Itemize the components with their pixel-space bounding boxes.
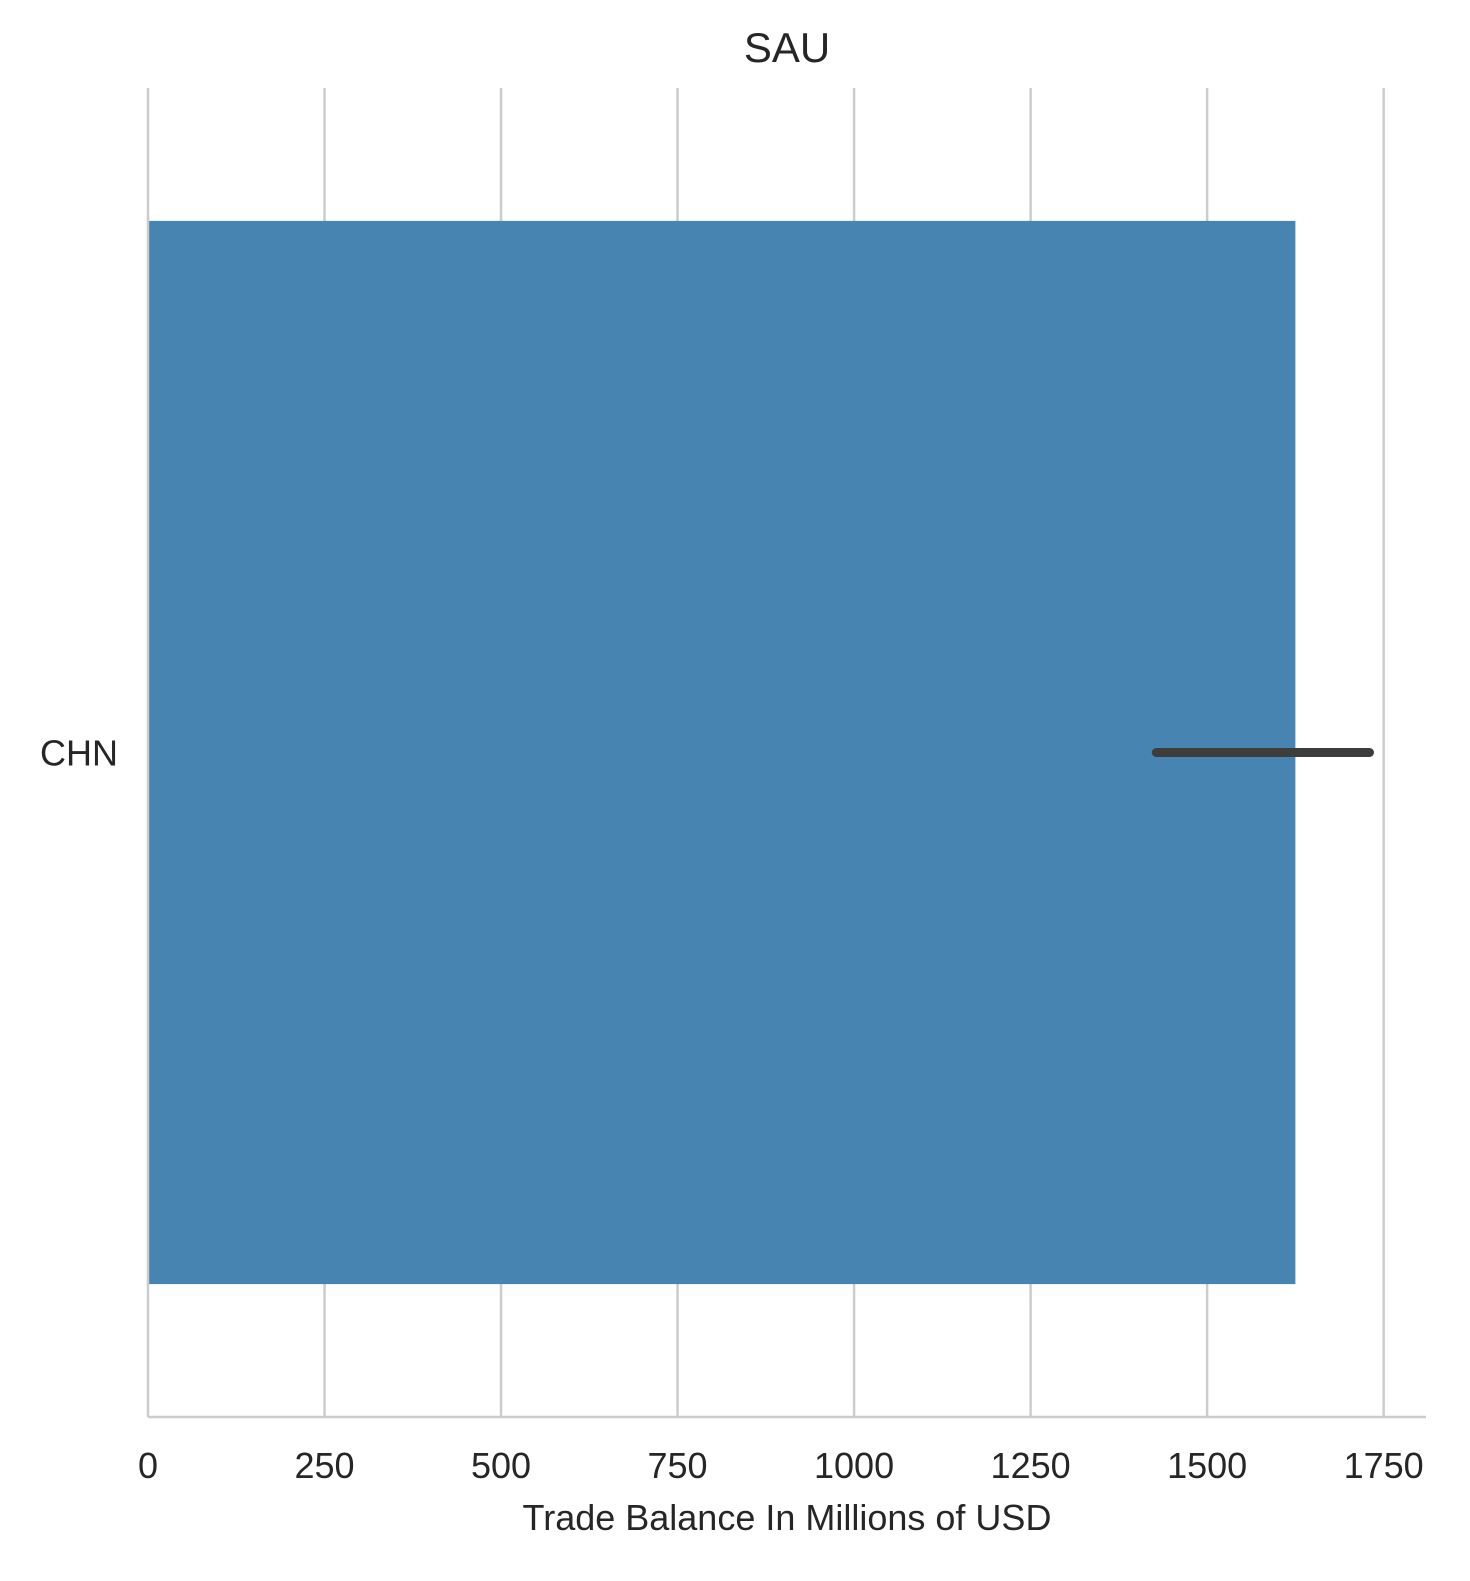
x-tick-label-5: 1250 bbox=[991, 1445, 1071, 1486]
x-tick-labels: 0 250 500 750 1000 1250 1500 1750 bbox=[138, 1445, 1424, 1486]
chart-title: SAU bbox=[744, 24, 830, 71]
x-axis-label: Trade Balance In Millions of USD bbox=[523, 1497, 1052, 1538]
x-tick-label-7: 1750 bbox=[1344, 1445, 1424, 1486]
x-tick-label-4: 1000 bbox=[814, 1445, 894, 1486]
y-tick-label-chn: CHN bbox=[40, 733, 118, 774]
x-tick-label-3: 750 bbox=[648, 1445, 708, 1486]
bar-chn bbox=[148, 220, 1296, 1285]
x-tick-label-6: 1500 bbox=[1167, 1445, 1247, 1486]
x-tick-label-2: 500 bbox=[471, 1445, 531, 1486]
axes-spines bbox=[146, 88, 1426, 1419]
x-tick-label-1: 250 bbox=[294, 1445, 354, 1486]
y-tick-labels: CHN bbox=[40, 733, 118, 774]
x-tick-label-0: 0 bbox=[138, 1445, 158, 1486]
bars bbox=[148, 220, 1296, 1285]
